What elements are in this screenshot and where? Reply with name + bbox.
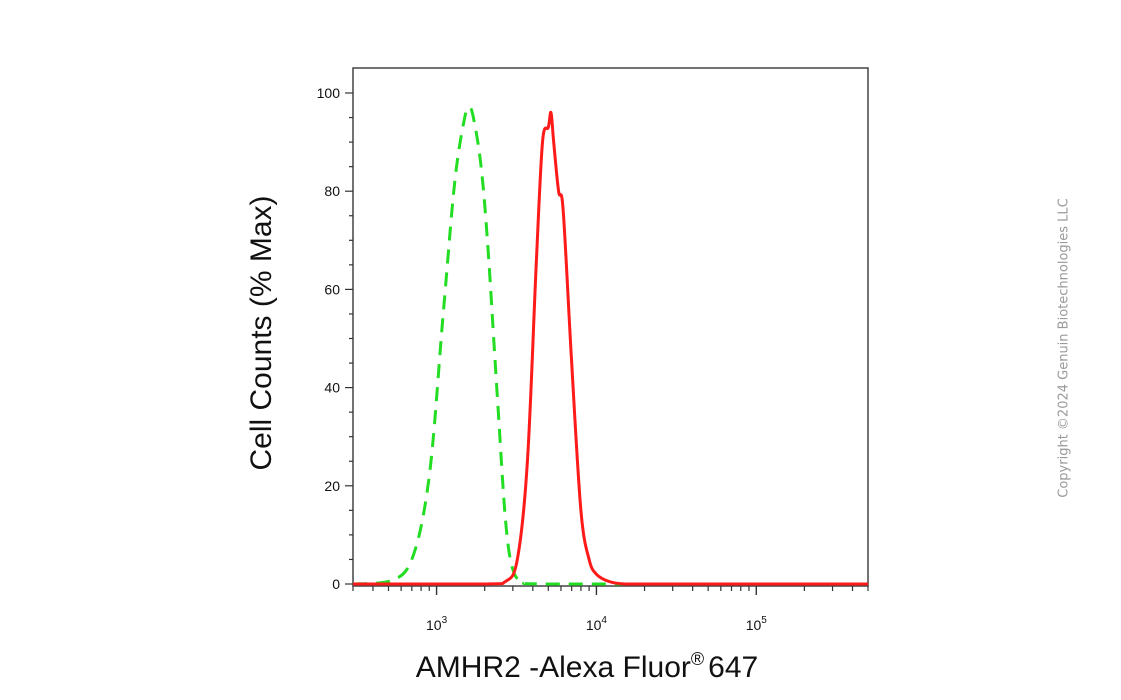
- copyright-watermark: Copyright ©2024 Genuin Biotechnologies L…: [1056, 198, 1072, 498]
- x-tick-label: 103: [426, 615, 448, 633]
- x-axis-title-suffix: 647: [708, 651, 758, 684]
- y-axis-ticks: 0 20 40 60 80 100: [317, 85, 353, 592]
- y-tick-label: 80: [324, 183, 340, 199]
- dashed-green-series-line: [352, 106, 868, 586]
- y-tick-label: 60: [324, 281, 340, 297]
- x-axis-title-main: AMHR2 -Alexa Fluor: [416, 651, 691, 684]
- solid-red-series-line: [353, 110, 868, 586]
- y-tick-label: 20: [324, 478, 340, 494]
- y-axis-title: Cell Counts (% Max): [245, 195, 278, 470]
- x-tick-label: 104: [586, 615, 608, 633]
- x-axis-title-registered-mark: ®: [691, 649, 704, 669]
- y-tick-label: 100: [317, 85, 341, 101]
- x-tick-label: 105: [746, 615, 768, 633]
- series-layer: [352, 106, 868, 586]
- y-tick-label: 0: [332, 576, 340, 592]
- plot-frame: [352, 67, 869, 587]
- x-axis-ticks: 103 104 105: [426, 586, 767, 633]
- minor-ticks: [349, 116, 869, 591]
- y-tick-label: 40: [324, 380, 340, 396]
- x-axis-title: AMHR2 -Alexa Fluor® 647: [416, 649, 758, 684]
